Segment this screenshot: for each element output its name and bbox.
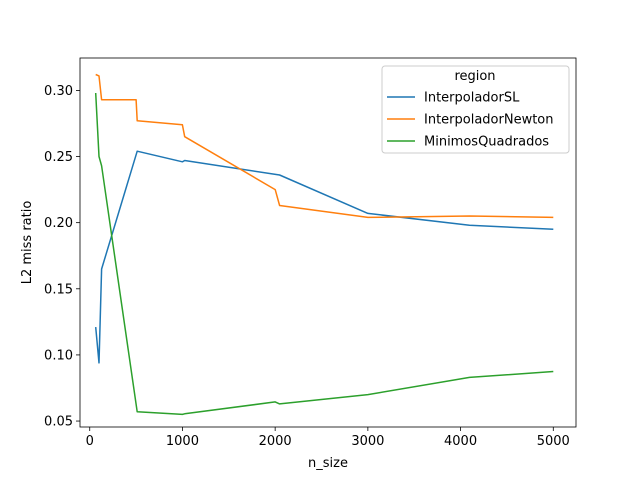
series-line-interpoladornewton [95, 73, 554, 219]
y-tick-label: 0.15 [44, 282, 73, 297]
x-tick-label: 5000 [537, 434, 570, 449]
x-axis-label: n_size [308, 456, 348, 471]
y-tick-label: 0.25 [44, 150, 73, 165]
x-tick-label: 0 [86, 434, 94, 449]
x-tick-label: 4000 [444, 434, 477, 449]
y-tick-label: 0.30 [44, 84, 73, 99]
x-tick-label: 2000 [259, 434, 292, 449]
series-line-minimosquadrados [94, 92, 554, 416]
plot-frame [79, 57, 577, 428]
legend-entries: InterpoladorSL InterpoladorNewton MinimosQ… [387, 91, 554, 150]
y-tick-label: 0.10 [44, 348, 73, 363]
x-tick-label: 3000 [351, 434, 384, 449]
legend-label: InterpoladorNewton [424, 113, 554, 128]
legend: region InterpoladorSL InterpoladorNewton M… [381, 65, 570, 154]
legend-label: InterpoladorSL [424, 91, 520, 106]
y-axis-label: L2 miss ratio [20, 201, 35, 285]
series-line-interpoladorsl [94, 150, 554, 364]
legend-box [381, 65, 570, 154]
legend-title: region [454, 69, 495, 84]
legend-label: MinimosQuadrados [424, 135, 549, 150]
y-tick-label: 0.20 [44, 216, 73, 231]
series-lines [94, 73, 554, 416]
y-tick-label: 0.05 [44, 415, 73, 430]
x-tick-label: 1000 [166, 434, 199, 449]
x-axis-ticks: 0 1000 2000 3000 4000 5000 [86, 427, 570, 449]
y-axis-ticks: 0.05 0.10 0.15 0.20 0.25 0.30 [44, 84, 80, 430]
